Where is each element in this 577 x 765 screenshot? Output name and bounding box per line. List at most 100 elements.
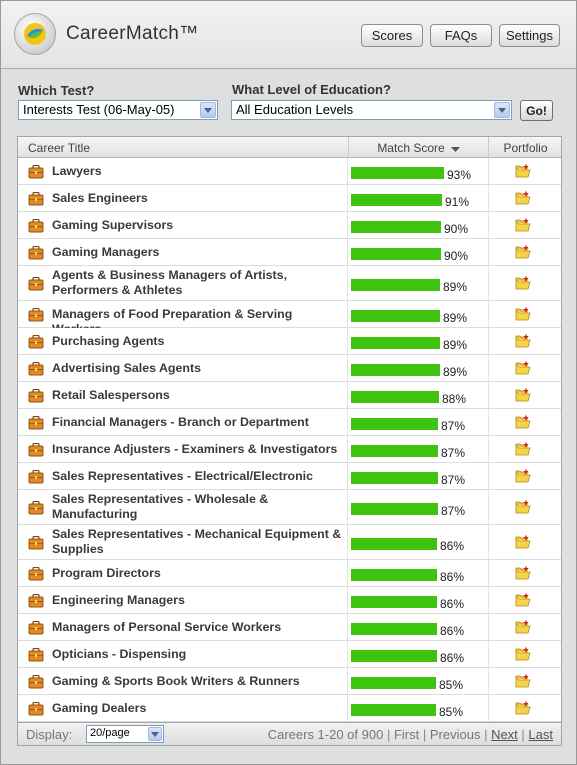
folder-add-icon[interactable] bbox=[515, 442, 531, 461]
career-title-link[interactable]: Insurance Adjusters - Examiners & Invest… bbox=[52, 442, 338, 456]
career-title-link[interactable]: Gaming Supervisors bbox=[52, 218, 174, 232]
career-title-link[interactable]: Advertising Sales Agents bbox=[52, 361, 201, 375]
career-title-link[interactable]: Lawyers bbox=[52, 164, 102, 178]
column-divider bbox=[347, 463, 348, 489]
briefcase-icon bbox=[28, 276, 44, 296]
briefcase-icon bbox=[28, 566, 44, 586]
column-divider bbox=[488, 158, 489, 184]
career-title-link[interactable]: Purchasing Agents bbox=[52, 334, 165, 348]
folder-add-icon[interactable] bbox=[515, 647, 531, 666]
table-row[interactable]: Sales Representatives - Mechanical Equip… bbox=[18, 525, 561, 560]
match-score-bar bbox=[351, 417, 438, 430]
table-row[interactable]: Sales Representatives - Electrical/Elect… bbox=[18, 463, 561, 490]
test-select[interactable]: Interests Test (06-May-05) bbox=[18, 100, 218, 120]
faqs-button[interactable]: FAQs bbox=[430, 24, 492, 47]
match-score-value: 91% bbox=[445, 194, 470, 209]
match-score-bar bbox=[351, 703, 436, 716]
pager-next-link[interactable]: Next bbox=[491, 727, 518, 742]
career-title-link[interactable]: Sales Representatives - Electrical/Elect… bbox=[52, 469, 314, 483]
career-title-link[interactable]: Retail Salespersons bbox=[52, 388, 170, 402]
career-title-link[interactable]: Opticians - Dispensing bbox=[52, 647, 187, 661]
folder-add-icon[interactable] bbox=[515, 245, 531, 264]
folder-add-icon[interactable] bbox=[515, 415, 531, 434]
column-divider bbox=[488, 409, 489, 435]
folder-add-icon[interactable] bbox=[515, 566, 531, 585]
career-title-link[interactable]: Engineering Managers bbox=[52, 593, 185, 607]
table-row[interactable]: Sales Representatives - Wholesale & Manu… bbox=[18, 490, 561, 525]
table-row[interactable]: Managers of Personal Service Workers 86% bbox=[18, 614, 561, 641]
column-divider bbox=[488, 668, 489, 694]
folder-add-icon[interactable] bbox=[515, 701, 531, 720]
chevron-down-icon[interactable] bbox=[148, 727, 162, 741]
match-score-value: 89% bbox=[443, 364, 468, 379]
table-row[interactable]: Engineering Managers 86% bbox=[18, 587, 561, 614]
table-row[interactable]: Advertising Sales Agents 89% bbox=[18, 355, 561, 382]
column-divider bbox=[488, 490, 489, 524]
folder-add-icon[interactable] bbox=[515, 674, 531, 693]
folder-add-icon[interactable] bbox=[515, 307, 531, 326]
chevron-down-icon[interactable] bbox=[200, 102, 216, 118]
pager-last-link[interactable]: Last bbox=[528, 727, 553, 742]
table-row[interactable]: Lawyers 93% bbox=[18, 158, 561, 185]
table-row[interactable]: Gaming Supervisors 90% bbox=[18, 212, 561, 239]
career-title-link[interactable]: Financial Managers - Branch or Departmen… bbox=[52, 415, 309, 429]
folder-add-icon[interactable] bbox=[515, 334, 531, 353]
folder-add-icon[interactable] bbox=[515, 218, 531, 237]
table-row[interactable]: Retail Salespersons 88% bbox=[18, 382, 561, 409]
table-row[interactable]: Gaming Dealers 85% bbox=[18, 695, 561, 722]
table-row[interactable]: Gaming & Sports Book Writers & Runners 85… bbox=[18, 668, 561, 695]
folder-add-icon[interactable] bbox=[515, 500, 531, 519]
table-row[interactable]: Financial Managers - Branch or Departmen… bbox=[18, 409, 561, 436]
career-title-link[interactable]: Sales Representatives - Wholesale & Manu… bbox=[52, 492, 269, 521]
table-row[interactable]: Purchasing Agents 89% bbox=[18, 328, 561, 355]
career-title-link[interactable]: Managers of Personal Service Workers bbox=[52, 620, 282, 634]
career-title-link[interactable]: Program Directors bbox=[52, 566, 161, 580]
folder-add-icon[interactable] bbox=[515, 620, 531, 639]
table-row[interactable]: Opticians - Dispensing 86% bbox=[18, 641, 561, 668]
column-divider bbox=[488, 463, 489, 489]
table-row[interactable]: Insurance Adjusters - Examiners & Invest… bbox=[18, 436, 561, 463]
column-divider bbox=[347, 382, 348, 408]
table-row[interactable]: Program Directors 86% bbox=[18, 560, 561, 587]
match-score-value: 87% bbox=[441, 503, 466, 518]
folder-add-icon[interactable] bbox=[515, 593, 531, 612]
briefcase-icon bbox=[28, 647, 44, 667]
folder-add-icon[interactable] bbox=[515, 535, 531, 554]
career-title-link[interactable]: Agents & Business Managers of Artists, P… bbox=[52, 268, 288, 297]
table-row[interactable]: Gaming Managers 90% bbox=[18, 239, 561, 266]
settings-button[interactable]: Settings bbox=[499, 24, 560, 47]
career-title-link[interactable]: Gaming & Sports Book Writers & Runners bbox=[52, 674, 300, 688]
career-title-link[interactable]: Sales Representatives - Mechanical Equip… bbox=[52, 527, 342, 556]
career-title-link[interactable]: Gaming Dealers bbox=[52, 701, 147, 715]
folder-add-icon[interactable] bbox=[515, 361, 531, 380]
folder-add-icon[interactable] bbox=[515, 469, 531, 488]
scores-button[interactable]: Scores bbox=[361, 24, 423, 47]
chevron-down-icon[interactable] bbox=[494, 102, 510, 118]
table-row[interactable]: Sales Engineers 91% bbox=[18, 185, 561, 212]
folder-add-icon[interactable] bbox=[515, 276, 531, 295]
per-page-select[interactable]: 20/page bbox=[86, 725, 164, 743]
folder-add-icon[interactable] bbox=[515, 164, 531, 183]
match-score-value: 87% bbox=[441, 418, 466, 433]
briefcase-icon bbox=[28, 388, 44, 408]
briefcase-icon bbox=[28, 218, 44, 238]
career-title-link[interactable]: Sales Engineers bbox=[52, 191, 148, 205]
education-select[interactable]: All Education Levels bbox=[231, 100, 512, 120]
column-header-match-score[interactable]: Match Score bbox=[348, 137, 489, 158]
per-page-value: 20/page bbox=[90, 727, 130, 739]
go-button[interactable]: Go! bbox=[520, 100, 553, 121]
column-header-career-title[interactable]: Career Title bbox=[28, 140, 91, 155]
folder-add-icon[interactable] bbox=[515, 388, 531, 407]
column-divider bbox=[347, 212, 348, 238]
column-divider bbox=[488, 525, 489, 559]
folder-add-icon[interactable] bbox=[515, 191, 531, 210]
table-row[interactable]: Managers of Food Preparation & Serving W… bbox=[18, 301, 561, 336]
briefcase-icon bbox=[28, 245, 44, 265]
pager-first: First bbox=[393, 727, 420, 742]
column-divider bbox=[347, 266, 348, 300]
career-title-link[interactable]: Gaming Managers bbox=[52, 245, 160, 259]
briefcase-icon bbox=[28, 415, 44, 435]
table-row[interactable]: Agents & Business Managers of Artists, P… bbox=[18, 266, 561, 301]
column-header-portfolio[interactable]: Portfolio bbox=[503, 140, 548, 155]
